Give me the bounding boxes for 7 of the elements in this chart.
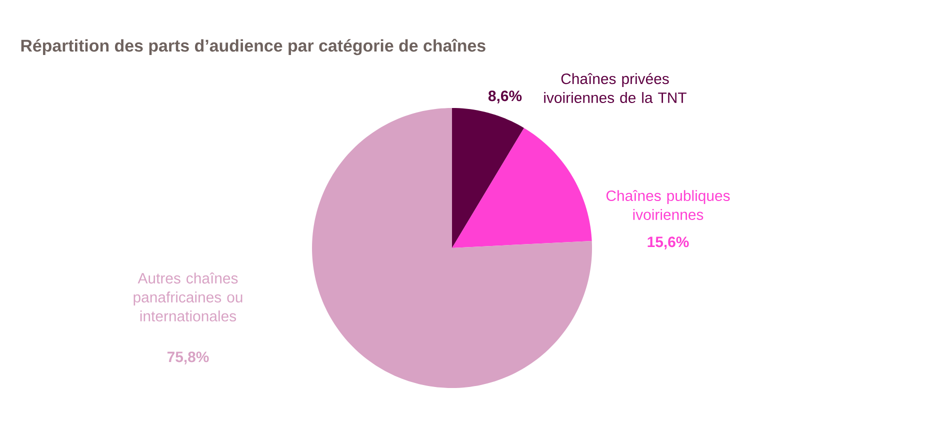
data-label: 15,6%	[648, 236, 689, 250]
data-label: 8,6%	[488, 90, 522, 104]
chart-title: Répartition des parts d’audience par catégorie de chaînes	[21, 38, 486, 56]
slice-label: Chaînes privées ivoiriennes de la TNT	[544, 72, 686, 104]
slice-label: Chaînes publiques ivoiriennes	[606, 190, 730, 220]
data-label: 75,8%	[167, 352, 209, 364]
slice-label: Autres chaînes panafricaines ou internationales	[134, 272, 242, 322]
